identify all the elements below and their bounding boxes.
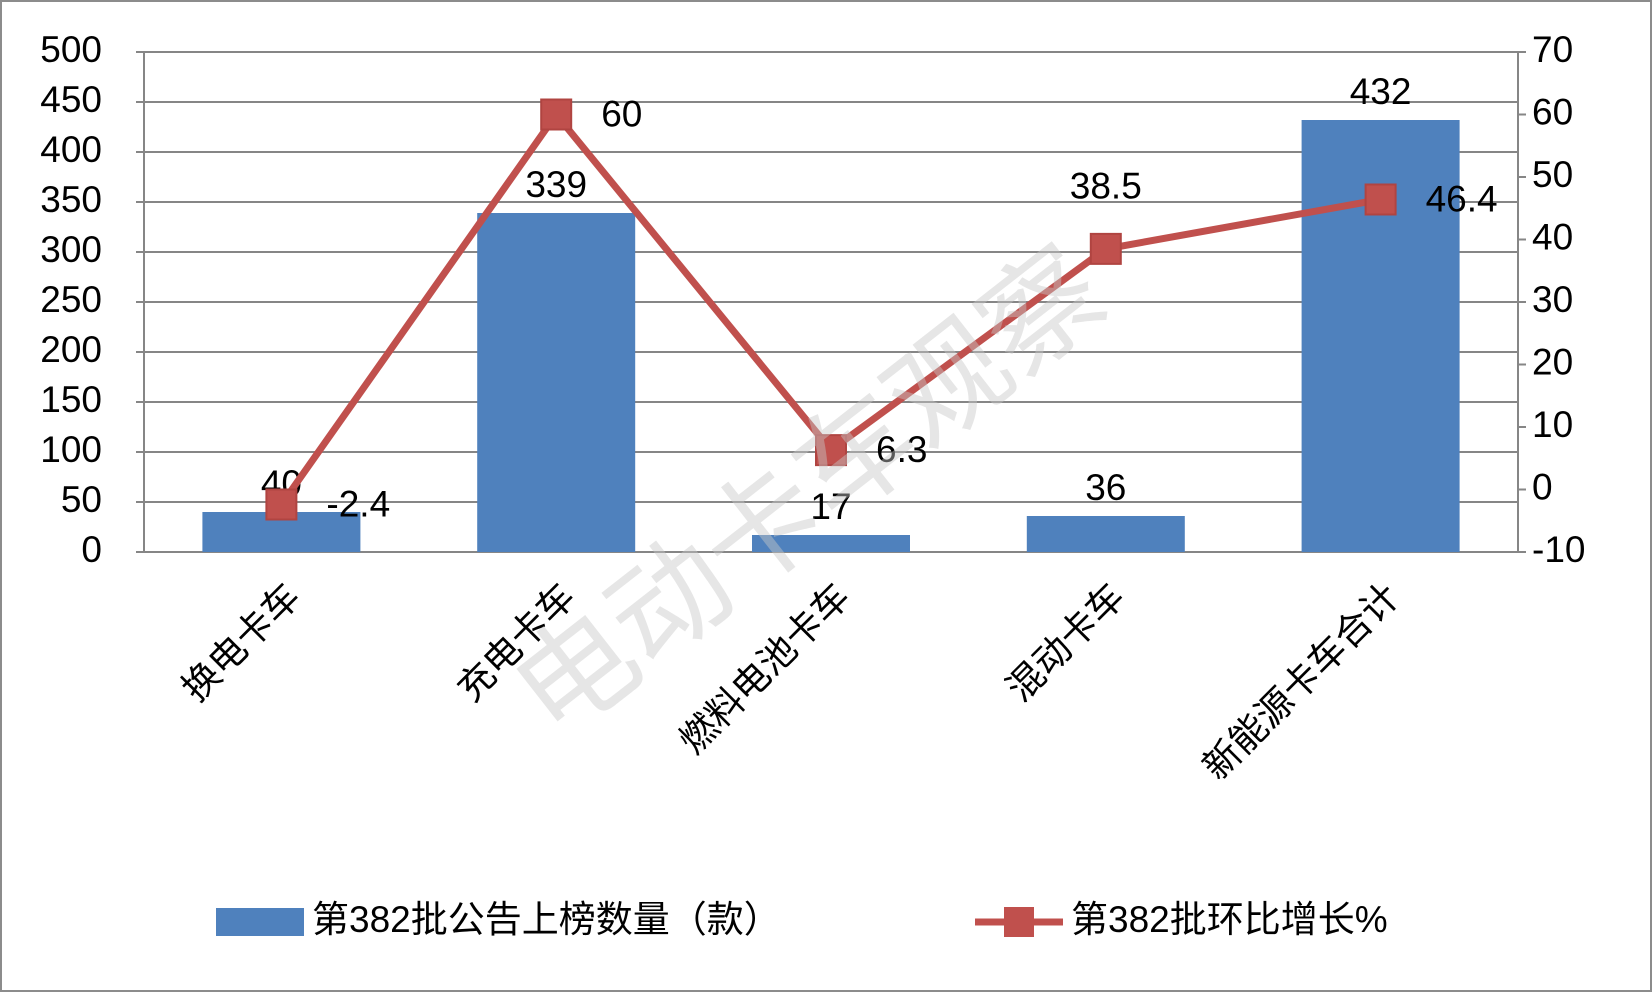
line-marker — [815, 434, 847, 467]
y-tick-label: 400 — [40, 129, 102, 170]
y-tick-label: 500 — [40, 29, 102, 70]
bar — [1026, 516, 1185, 552]
y2-tick-label: 10 — [1532, 404, 1573, 445]
bar-value-label: 17 — [810, 486, 851, 527]
legend-label: 第382批环比增长% — [1071, 899, 1388, 940]
bar-value-label: 339 — [525, 164, 587, 205]
y-tick-label: 100 — [40, 429, 102, 470]
line-value-label: -2.4 — [326, 483, 390, 524]
legend-swatch — [216, 908, 304, 936]
y-tick-label: 450 — [40, 79, 102, 120]
line-value-label: 60 — [601, 93, 642, 134]
legend-swatch-marker — [1004, 907, 1034, 937]
y2-tick-label: 60 — [1532, 91, 1573, 132]
y-tick-label: 300 — [40, 229, 102, 270]
line-value-label: 46.4 — [1426, 178, 1498, 219]
line-marker — [1364, 183, 1397, 216]
y-tick-label: 250 — [40, 279, 102, 320]
line-value-label: 38.5 — [1070, 166, 1142, 207]
y2-tick-label: 70 — [1532, 29, 1573, 70]
y-tick-label: 50 — [61, 479, 102, 520]
y2-tick-label: 0 — [1532, 466, 1553, 507]
line-marker — [540, 98, 573, 131]
y2-tick-label: 30 — [1532, 279, 1573, 320]
line-marker — [265, 488, 298, 521]
line-value-label: 6.3 — [876, 429, 927, 470]
y-tick-label: 0 — [81, 529, 102, 570]
bar — [477, 213, 636, 552]
line-marker — [1089, 232, 1122, 265]
y-tick-label: 350 — [40, 179, 102, 220]
legend-label: 第382批公告上榜数量（款） — [312, 899, 781, 940]
bar-value-label: 36 — [1085, 467, 1126, 508]
y2-tick-label: -10 — [1532, 529, 1585, 570]
y2-tick-label: 50 — [1532, 154, 1573, 195]
y2-tick-label: 40 — [1532, 216, 1573, 257]
y2-tick-label: 20 — [1532, 341, 1573, 382]
y-tick-label: 200 — [40, 329, 102, 370]
bar-value-label: 432 — [1350, 71, 1412, 112]
y-tick-label: 150 — [40, 379, 102, 420]
bar — [752, 535, 910, 552]
